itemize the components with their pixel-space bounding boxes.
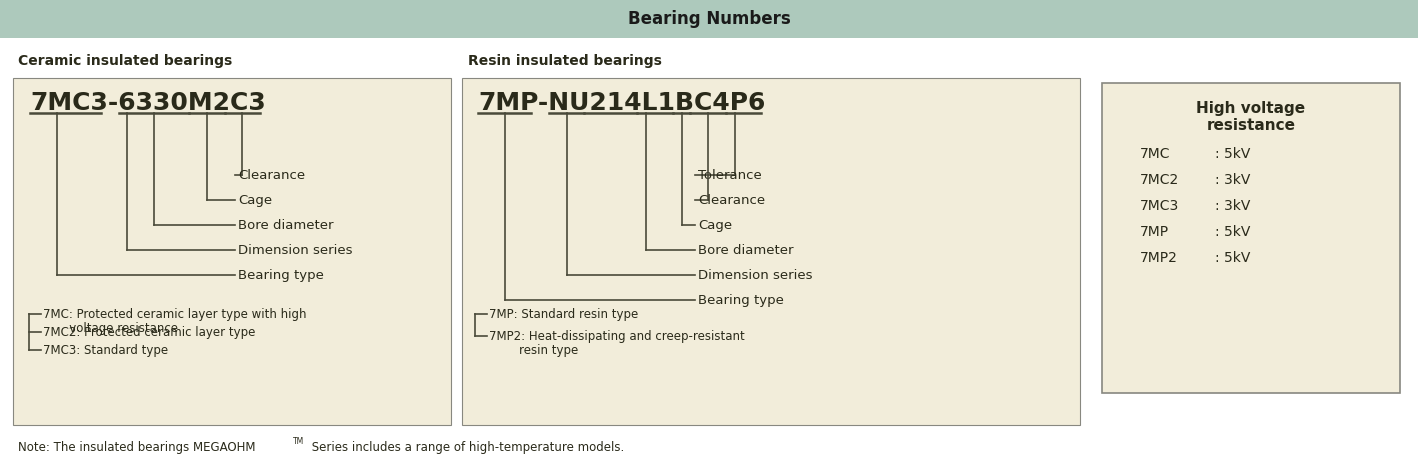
- Text: 7MP2: 7MP2: [1140, 251, 1178, 265]
- Text: Tolerance: Tolerance: [698, 168, 761, 182]
- Text: 7MP: 7MP: [1140, 225, 1168, 239]
- Text: 7MC3: 7MC3: [1140, 199, 1180, 213]
- Text: TM: TM: [294, 437, 305, 446]
- Text: 7MC3-6330M2C3: 7MC3-6330M2C3: [30, 91, 265, 115]
- Text: 7MC2: Protected ceramic layer type: 7MC2: Protected ceramic layer type: [43, 325, 255, 339]
- Text: 7MP2: Heat-dissipating and creep-resistant: 7MP2: Heat-dissipating and creep-resista…: [489, 330, 744, 342]
- Text: : 5kV: : 5kV: [1215, 251, 1251, 265]
- Text: Clearance: Clearance: [698, 194, 766, 206]
- Text: voltage resistance: voltage resistance: [43, 322, 179, 334]
- Text: Cage: Cage: [238, 194, 272, 206]
- Text: Dimension series: Dimension series: [238, 243, 353, 257]
- Text: Note: The insulated bearings MEGAOHM: Note: The insulated bearings MEGAOHM: [18, 440, 255, 454]
- Text: Series includes a range of high-temperature models.: Series includes a range of high-temperat…: [308, 440, 624, 454]
- Text: Dimension series: Dimension series: [698, 268, 813, 281]
- Text: 7MP: Standard resin type: 7MP: Standard resin type: [489, 308, 638, 320]
- Text: : 5kV: : 5kV: [1215, 147, 1251, 161]
- Text: 7MP-NU214L1BC4P6: 7MP-NU214L1BC4P6: [478, 91, 766, 115]
- Text: Resin insulated bearings: Resin insulated bearings: [468, 54, 662, 68]
- Text: Bore diameter: Bore diameter: [238, 219, 333, 232]
- Text: : 5kV: : 5kV: [1215, 225, 1251, 239]
- Text: Ceramic insulated bearings: Ceramic insulated bearings: [18, 54, 233, 68]
- Bar: [462, 78, 1081, 425]
- Text: Bearing type: Bearing type: [238, 268, 323, 281]
- Bar: [13, 78, 451, 425]
- Bar: [1102, 83, 1400, 393]
- Text: : 3kV: : 3kV: [1215, 173, 1251, 187]
- Bar: [0, 0, 1418, 38]
- Text: Bearing Numbers: Bearing Numbers: [628, 10, 790, 28]
- Text: 7MC3: Standard type: 7MC3: Standard type: [43, 343, 169, 356]
- Text: Clearance: Clearance: [238, 168, 305, 182]
- Text: Cage: Cage: [698, 219, 732, 232]
- Text: 7MC: 7MC: [1140, 147, 1170, 161]
- Text: Bore diameter: Bore diameter: [698, 243, 794, 257]
- Text: 7MC2: 7MC2: [1140, 173, 1180, 187]
- Text: resin type: resin type: [489, 343, 579, 356]
- Text: High voltage
resistance: High voltage resistance: [1197, 101, 1306, 133]
- Text: 7MC: Protected ceramic layer type with high: 7MC: Protected ceramic layer type with h…: [43, 308, 306, 320]
- Text: Bearing type: Bearing type: [698, 294, 784, 307]
- Text: : 3kV: : 3kV: [1215, 199, 1251, 213]
